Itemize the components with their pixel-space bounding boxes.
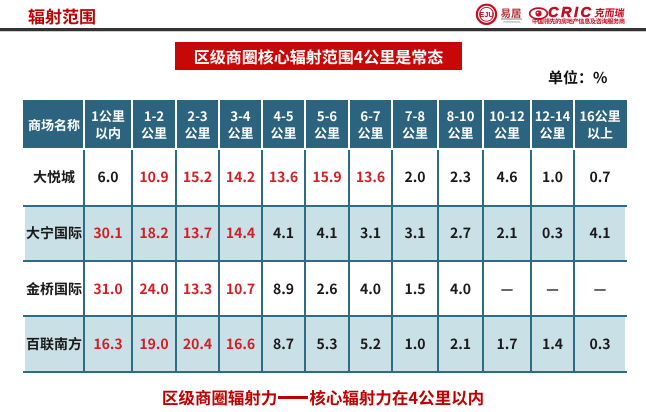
- svg-text:EJU: EJU: [479, 10, 494, 19]
- svg-text:易居: 易居: [501, 6, 522, 21]
- svg-text:克而瑞: 克而瑞: [594, 5, 626, 20]
- svg-text:中国领先的房地产信息及咨询服务商: 中国领先的房地产信息及咨询服务商: [532, 17, 625, 26]
